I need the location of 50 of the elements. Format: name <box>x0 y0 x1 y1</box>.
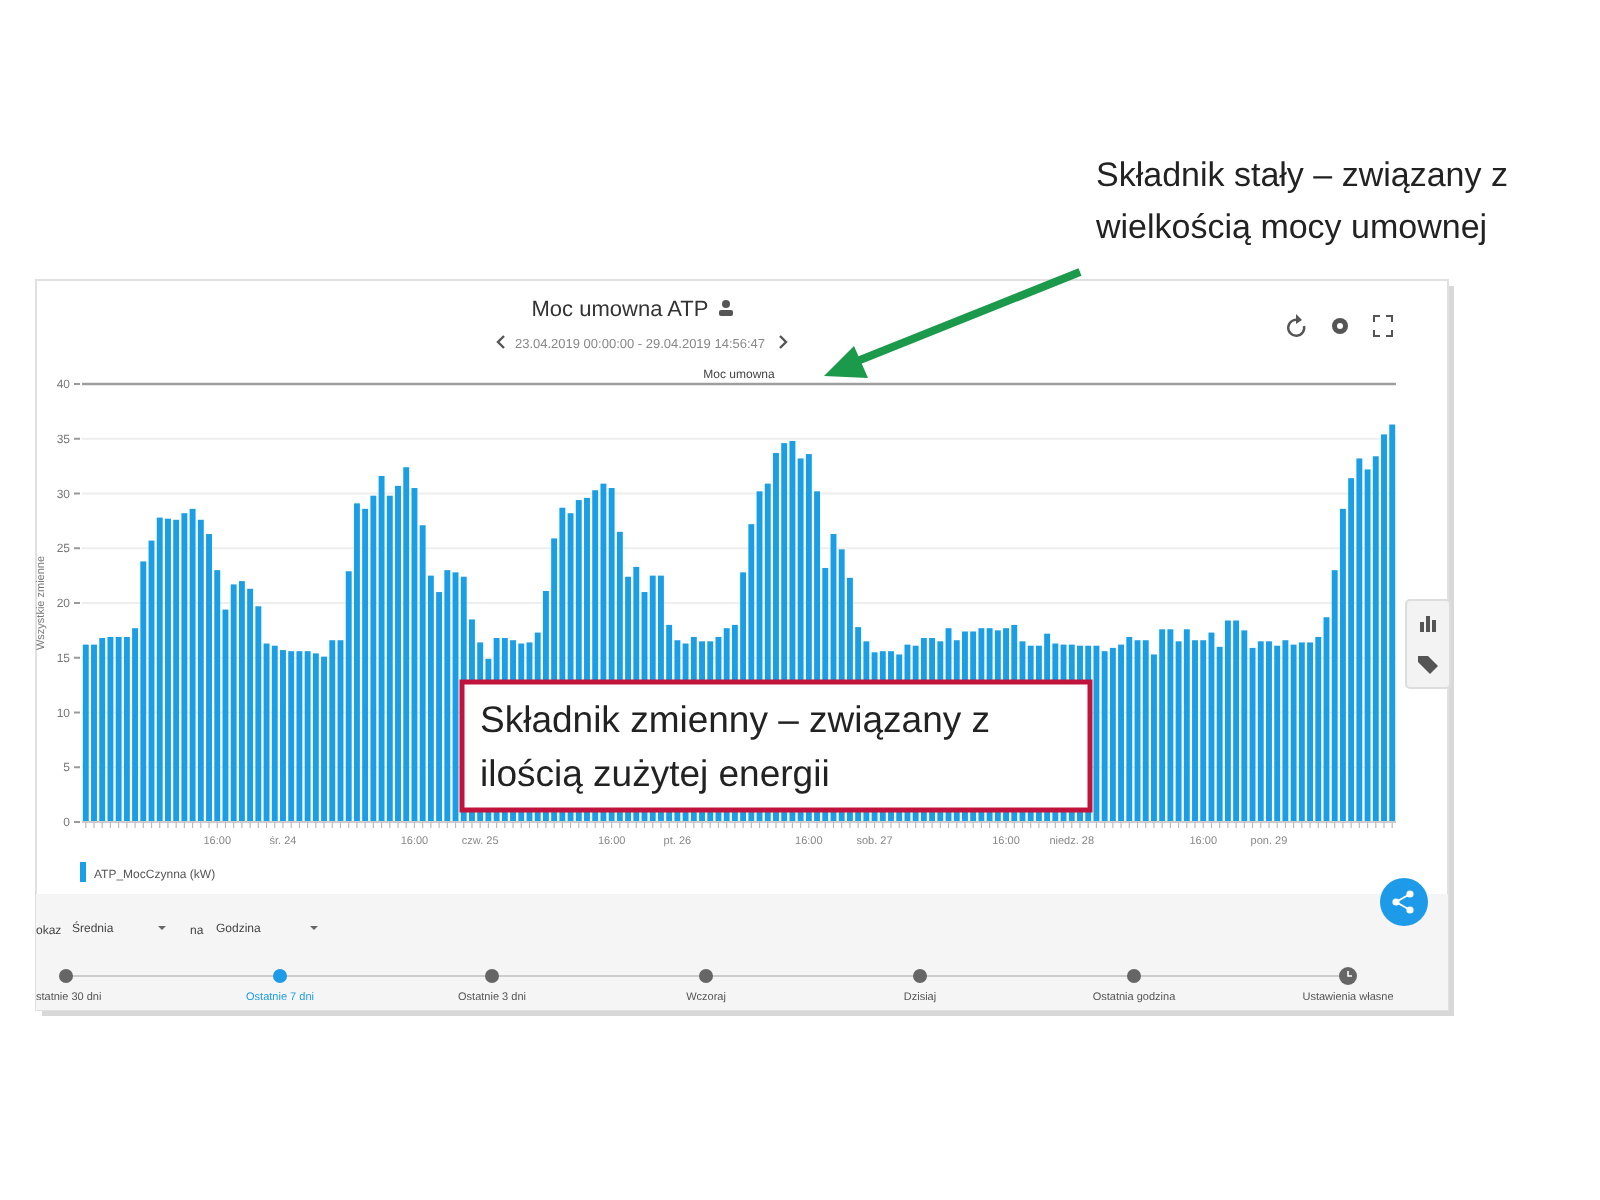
bar <box>181 513 188 822</box>
bar <box>1233 620 1240 822</box>
bar <box>1118 644 1125 822</box>
bar <box>280 650 286 822</box>
bar <box>1266 641 1272 822</box>
bar <box>1282 640 1289 822</box>
bar <box>1167 629 1174 822</box>
bar <box>1093 645 1100 822</box>
bar <box>1290 644 1297 822</box>
bar <box>1200 640 1207 822</box>
bar <box>304 651 311 822</box>
bar <box>329 640 336 822</box>
bar <box>91 644 97 822</box>
bar <box>123 636 130 822</box>
bar <box>1159 629 1166 822</box>
bar <box>288 651 295 822</box>
bar <box>1183 629 1190 822</box>
bar <box>1257 641 1264 822</box>
bar <box>1126 636 1133 822</box>
bar <box>271 645 278 822</box>
bar <box>82 644 89 822</box>
bar <box>156 517 163 822</box>
bar <box>353 503 360 822</box>
bar <box>173 519 180 822</box>
bar <box>1298 642 1305 822</box>
bar <box>403 467 410 822</box>
bar <box>1224 620 1231 822</box>
bar <box>189 508 196 822</box>
bar <box>1356 458 1363 822</box>
bar <box>296 651 303 822</box>
bar <box>312 653 319 822</box>
bar <box>1274 645 1281 822</box>
bar <box>99 638 106 822</box>
bar <box>1307 642 1314 822</box>
bar <box>107 636 114 822</box>
text: Składnik stały – związany z wielkością mocy umownej <box>1094 156 1508 246</box>
annotation: Składnik zmienny – związany z ilością zużytej energii <box>480 698 990 794</box>
bar <box>238 581 245 822</box>
bar <box>115 636 122 822</box>
bar <box>444 570 451 822</box>
bar <box>1389 424 1396 822</box>
bar <box>164 518 171 822</box>
bar <box>247 588 254 822</box>
bar <box>1208 632 1215 822</box>
bar <box>1142 640 1149 822</box>
bar <box>1109 647 1116 822</box>
chart-title: Moc umowna ATP <box>531 298 709 322</box>
bar <box>378 475 385 822</box>
bar <box>230 584 237 822</box>
bar <box>1101 651 1108 822</box>
